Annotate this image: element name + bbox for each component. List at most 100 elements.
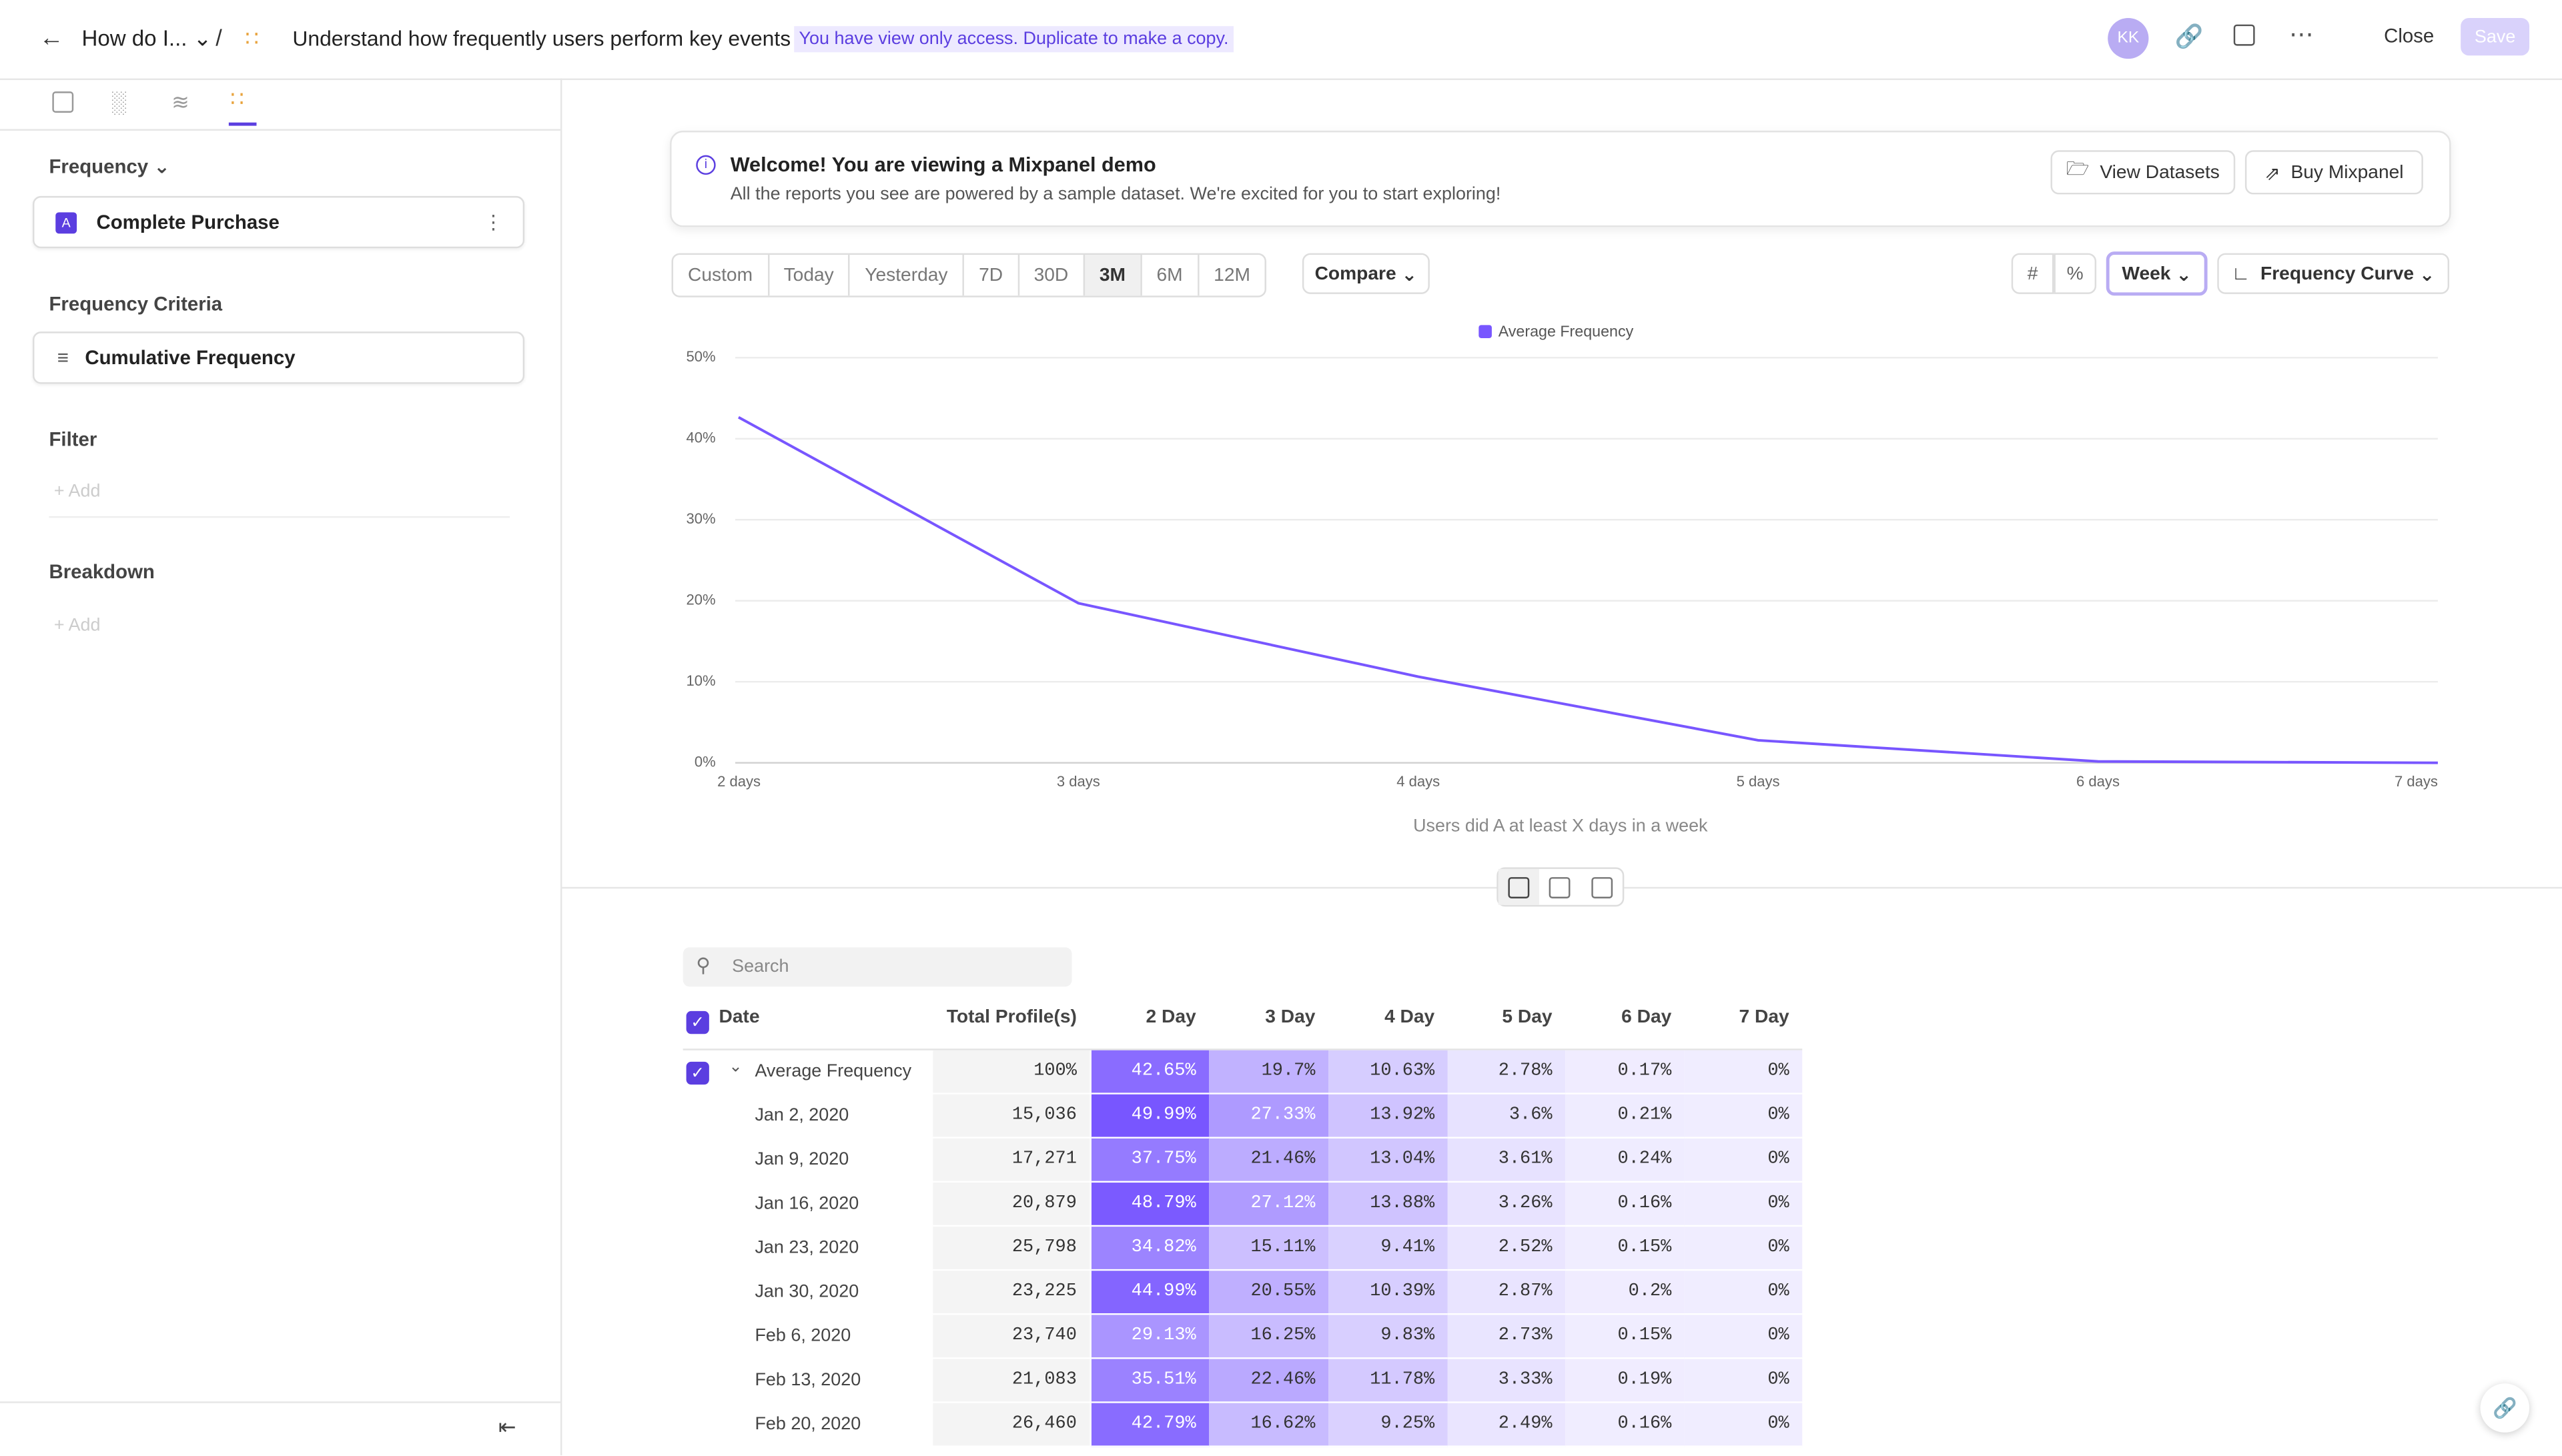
y-tick-label: 10%: [687, 672, 716, 689]
table-cell: 29.13%: [1091, 1315, 1210, 1359]
funnels-tab[interactable]: ░: [111, 89, 127, 115]
range-option[interactable]: 6M: [1140, 255, 1198, 296]
table-cell: 2.78%: [1447, 1050, 1566, 1095]
table-cell: 0.16%: [1565, 1403, 1685, 1447]
header-checkbox[interactable]: ✓: [686, 1010, 709, 1034]
back-button[interactable]: ←: [39, 24, 64, 53]
view-only-notice[interactable]: You have view only access. Duplicate to …: [794, 26, 1234, 53]
chart: Users did A at least X days in a week 0%…: [687, 323, 2438, 835]
filter-add[interactable]: + Add: [53, 482, 101, 502]
frequency-tab[interactable]: ∷: [230, 86, 244, 111]
table-cell: 0%: [1684, 1315, 1803, 1359]
range-option[interactable]: 12M: [1197, 255, 1265, 296]
table-cell: 10.39%: [1328, 1271, 1448, 1315]
table-cell: 0.15%: [1565, 1315, 1685, 1359]
chart-view[interactable]: [1540, 869, 1581, 905]
share-link-button[interactable]: 🔗: [2480, 1383, 2530, 1433]
column-header[interactable]: 7 Day: [1739, 1008, 1789, 1028]
table-cell: 16.25%: [1209, 1315, 1329, 1359]
table-cell: 0.17%: [1565, 1050, 1685, 1095]
button-text: View Datasets: [2100, 162, 2220, 183]
table-cell: 15,036: [933, 1094, 1090, 1139]
button-text: Buy Mixpanel: [2290, 162, 2404, 183]
criteria-card[interactable]: ≡ Cumulative Frequency: [32, 331, 525, 384]
interval-text: Week: [2122, 263, 2171, 283]
table-cell: 0.21%: [1565, 1094, 1685, 1139]
grid-toggle[interactable]: #: [2011, 253, 2054, 294]
buy-mixpanel-button[interactable]: ⇗ Buy Mixpanel: [2244, 150, 2423, 195]
collapse-button[interactable]: ⇤: [498, 1414, 516, 1439]
table-cell: 15.11%: [1209, 1227, 1329, 1271]
filter-label: Filter: [49, 428, 97, 451]
interval-dropdown[interactable]: Week ⌄: [2106, 251, 2208, 296]
more-icon[interactable]: ⋯: [2289, 21, 2314, 49]
insights-tab[interactable]: [52, 91, 74, 113]
table-cell: 0%: [1684, 1050, 1803, 1095]
breakdown-add-text: Add: [68, 616, 101, 636]
legend-label: Average Frequency: [1499, 323, 1634, 340]
row-label: Jan 16, 2020: [755, 1194, 859, 1214]
x-tick-label: 3 days: [1057, 773, 1100, 790]
table-cell: 0.2%: [1565, 1271, 1685, 1315]
duplicate-icon[interactable]: [2233, 24, 2255, 46]
breakdown-add[interactable]: + Add: [53, 616, 101, 636]
column-header[interactable]: Total Profile(s): [946, 1008, 1077, 1028]
view-datasets-button[interactable]: 🗁 View Datasets: [2050, 150, 2236, 195]
column-header[interactable]: Date: [719, 1008, 760, 1028]
range-option[interactable]: Custom: [688, 265, 753, 285]
legend-swatch: [1478, 325, 1492, 338]
y-tick-label: 40%: [687, 430, 716, 446]
search-box[interactable]: ⚲ Search: [683, 947, 1072, 987]
table-cell: 23,225: [933, 1271, 1090, 1315]
table-cell: 49.99%: [1091, 1094, 1210, 1139]
split-view[interactable]: [1498, 868, 1540, 905]
breadcrumb[interactable]: How do I... ⌄: [81, 26, 212, 51]
chart-type-text: Frequency Curve: [2260, 263, 2415, 283]
event-card[interactable]: A Complete Purchase ⋮: [32, 195, 525, 249]
active-tab-indicator: [228, 122, 257, 126]
close-button[interactable]: Close: [2384, 24, 2435, 48]
table-cell: 21,083: [933, 1359, 1090, 1403]
percent-toggle[interactable]: %: [2054, 253, 2097, 294]
row-label: Jan 30, 2020: [755, 1282, 859, 1302]
column-header[interactable]: 4 Day: [1384, 1008, 1435, 1028]
flows-tab[interactable]: ≋: [171, 89, 189, 115]
range-option[interactable]: 7D: [962, 255, 1018, 296]
x-tick-label: 4 days: [1396, 773, 1440, 790]
table-cell: 3.33%: [1447, 1359, 1566, 1403]
row-label: Feb 13, 2020: [755, 1370, 861, 1391]
expand-toggle[interactable]: ⌄: [729, 1058, 743, 1076]
y-tick-label: 30%: [687, 510, 716, 527]
table-cell: 13.04%: [1328, 1138, 1448, 1183]
row-label: Feb 6, 2020: [755, 1326, 851, 1346]
report-icon: ∷: [245, 26, 259, 51]
range-option[interactable]: 3M: [1083, 255, 1141, 296]
range-option[interactable]: 30D: [1017, 255, 1083, 296]
chart-type-dropdown[interactable]: ∟ Frequency Curve ⌄: [2217, 253, 2450, 294]
section-dropdown[interactable]: Frequency ⌄: [49, 155, 170, 178]
column-header[interactable]: 3 Day: [1265, 1008, 1316, 1028]
avatar[interactable]: KK: [2108, 17, 2149, 59]
x-tick-label: 2 days: [717, 773, 761, 790]
range-option[interactable]: Today: [767, 255, 849, 296]
column-header[interactable]: 6 Day: [1621, 1008, 1672, 1028]
table-cell: 0%: [1684, 1094, 1803, 1139]
header-bar: [0, 0, 2562, 81]
compare-button[interactable]: Compare ⌄: [1302, 253, 1430, 294]
row-checkbox[interactable]: ✓: [686, 1061, 709, 1085]
table-cell: 20,879: [933, 1183, 1090, 1227]
event-menu[interactable]: ⋮: [483, 210, 504, 234]
report-title: Understand how frequently users perform …: [292, 26, 791, 51]
save-button[interactable]: Save: [2461, 17, 2530, 56]
table-cell: 23,740: [933, 1315, 1090, 1359]
search-placeholder: Search: [732, 957, 789, 977]
table-view[interactable]: [1581, 869, 1623, 905]
column-header[interactable]: 2 Day: [1146, 1008, 1196, 1028]
column-header[interactable]: 5 Day: [1502, 1008, 1553, 1028]
range-option[interactable]: Yesterday: [848, 255, 963, 296]
link-icon[interactable]: 🔗: [2174, 23, 2204, 49]
criteria-label: Frequency Criteria: [49, 292, 223, 315]
row-label: Jan 23, 2020: [755, 1238, 859, 1258]
sidebar-footer-border: [0, 1401, 561, 1403]
